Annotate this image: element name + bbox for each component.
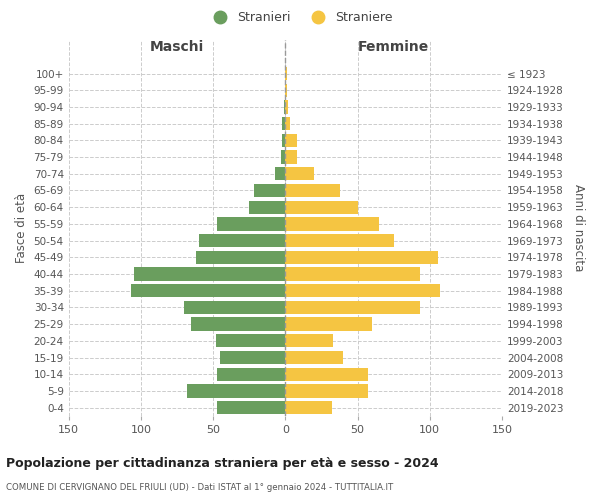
Bar [286, 334, 333, 347]
Bar [286, 351, 343, 364]
Bar [286, 268, 420, 280]
Y-axis label: Fasce di età: Fasce di età [15, 193, 28, 263]
Bar [286, 368, 368, 381]
Bar [286, 284, 440, 298]
Bar [286, 167, 314, 180]
Bar [249, 200, 286, 214]
Bar [286, 234, 394, 247]
Bar [217, 217, 286, 230]
Bar [217, 401, 286, 414]
Text: COMUNE DI CERVIGNANO DEL FRIULI (UD) - Dati ISTAT al 1° gennaio 2024 - TUTTITALI: COMUNE DI CERVIGNANO DEL FRIULI (UD) - D… [6, 482, 393, 492]
Bar [283, 117, 286, 130]
Bar [134, 268, 286, 280]
Bar [286, 401, 332, 414]
Bar [286, 384, 368, 398]
Bar [216, 334, 286, 347]
Bar [286, 300, 420, 314]
Bar [284, 100, 286, 114]
Bar [254, 184, 286, 197]
Bar [286, 217, 379, 230]
Bar [191, 318, 286, 331]
Text: Femmine: Femmine [358, 40, 430, 54]
Bar [275, 167, 286, 180]
Bar [286, 67, 287, 80]
Bar [187, 384, 286, 398]
Bar [281, 150, 286, 164]
Bar [286, 318, 372, 331]
Bar [286, 134, 297, 147]
Bar [286, 184, 340, 197]
Bar [286, 150, 297, 164]
Text: Popolazione per cittadinanza straniera per età e sesso - 2024: Popolazione per cittadinanza straniera p… [6, 458, 439, 470]
Text: Maschi: Maschi [150, 40, 204, 54]
Bar [220, 351, 286, 364]
Bar [131, 284, 286, 298]
Legend: Stranieri, Straniere: Stranieri, Straniere [202, 6, 398, 29]
Bar [286, 100, 288, 114]
Bar [283, 134, 286, 147]
Y-axis label: Anni di nascita: Anni di nascita [572, 184, 585, 272]
Bar [286, 250, 439, 264]
Bar [286, 200, 358, 214]
Bar [196, 250, 286, 264]
Bar [217, 368, 286, 381]
Bar [199, 234, 286, 247]
Bar [286, 84, 287, 97]
Bar [286, 117, 290, 130]
Bar [184, 300, 286, 314]
